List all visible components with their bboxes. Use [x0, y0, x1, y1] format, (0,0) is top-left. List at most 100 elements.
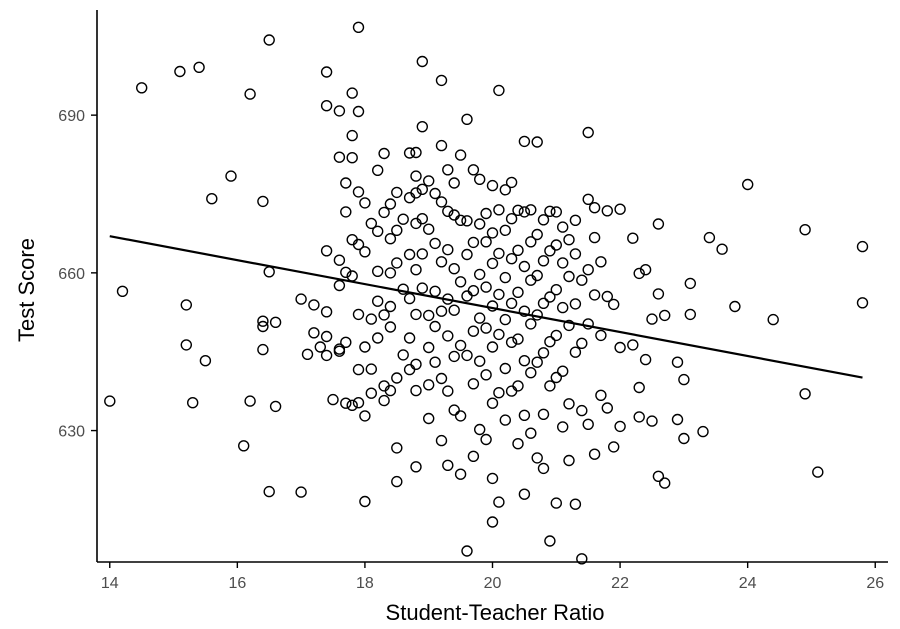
data-point — [320, 99, 333, 112]
data-point — [499, 313, 511, 326]
data-point — [505, 253, 518, 265]
x-tick-label: 24 — [739, 575, 757, 592]
data-point — [365, 363, 377, 375]
data-point — [257, 315, 269, 327]
data-point — [429, 285, 441, 297]
regression-line — [109, 235, 863, 379]
data-point — [563, 319, 575, 332]
data-point — [442, 385, 454, 397]
data-point — [480, 207, 492, 220]
data-point — [550, 284, 562, 296]
data-point — [550, 497, 562, 509]
data-point — [569, 248, 582, 260]
data-point — [391, 186, 403, 199]
data-point — [269, 400, 282, 413]
data-point — [429, 237, 441, 250]
data-point — [461, 545, 473, 557]
data-point — [359, 410, 371, 422]
data-point — [588, 448, 601, 460]
data-point — [403, 147, 416, 159]
data-point — [799, 223, 811, 236]
data-point — [678, 432, 690, 445]
data-point — [308, 299, 320, 311]
data-point — [557, 365, 569, 377]
data-point — [397, 283, 409, 295]
data-point — [263, 485, 275, 498]
data-point — [474, 355, 486, 367]
data-point — [340, 266, 352, 278]
data-point — [384, 198, 397, 210]
data-point — [340, 177, 352, 189]
data-point — [544, 245, 556, 257]
data-point — [697, 425, 709, 438]
data-point — [263, 266, 275, 278]
data-point — [569, 214, 582, 227]
data-point — [333, 151, 346, 163]
data-point — [295, 293, 307, 305]
data-point — [410, 264, 422, 276]
data-point — [531, 269, 543, 282]
data-point — [429, 320, 441, 333]
data-point — [384, 300, 397, 313]
data-point — [639, 264, 652, 276]
data-point — [486, 300, 499, 312]
data-point — [391, 224, 403, 237]
data-point — [435, 139, 448, 152]
data-point — [435, 256, 448, 268]
data-point — [461, 248, 473, 261]
data-point — [448, 350, 460, 363]
data-point — [480, 433, 492, 446]
data-point — [646, 313, 658, 325]
data-point — [269, 316, 282, 328]
data-point — [378, 394, 390, 407]
data-point — [588, 231, 601, 244]
data-point — [537, 462, 550, 475]
data-point — [582, 418, 594, 430]
data-point — [608, 441, 620, 453]
data-point — [442, 205, 454, 218]
data-point — [588, 289, 601, 301]
data-point — [582, 318, 594, 330]
data-point — [346, 151, 358, 164]
data-point — [180, 299, 193, 311]
data-point — [799, 388, 811, 400]
data-point — [333, 105, 346, 117]
data-point — [384, 267, 397, 279]
data-point — [257, 343, 269, 356]
data-point — [346, 129, 358, 142]
data-point — [372, 164, 384, 177]
data-point — [365, 313, 377, 325]
data-point — [244, 395, 256, 407]
data-point — [563, 233, 575, 246]
data-point — [563, 398, 575, 410]
data-point — [684, 308, 696, 321]
data-point — [557, 221, 569, 233]
data-point — [716, 243, 728, 255]
data-point — [576, 274, 588, 286]
data-point — [582, 126, 594, 139]
data-point — [659, 477, 671, 489]
data-point — [601, 290, 613, 303]
data-point — [257, 320, 269, 333]
data-point — [467, 450, 480, 462]
data-point — [410, 308, 422, 321]
x-axis-title: Student-Teacher Ratio — [386, 600, 605, 625]
data-point — [410, 384, 422, 397]
data-point — [352, 397, 365, 409]
data-point — [359, 197, 371, 209]
data-point — [518, 260, 531, 273]
data-point — [544, 291, 556, 303]
x-tick-label: 20 — [484, 575, 502, 592]
data-point — [448, 177, 460, 189]
data-point — [703, 231, 716, 244]
data-point — [544, 205, 556, 218]
data-point — [116, 285, 129, 297]
data-point — [397, 349, 409, 361]
data-point — [595, 256, 607, 268]
data-point — [480, 322, 492, 334]
data-point — [499, 224, 511, 237]
data-point — [474, 423, 486, 436]
data-point — [384, 384, 397, 397]
data-point — [352, 308, 365, 321]
y-axis-title: Test Score — [14, 238, 39, 342]
